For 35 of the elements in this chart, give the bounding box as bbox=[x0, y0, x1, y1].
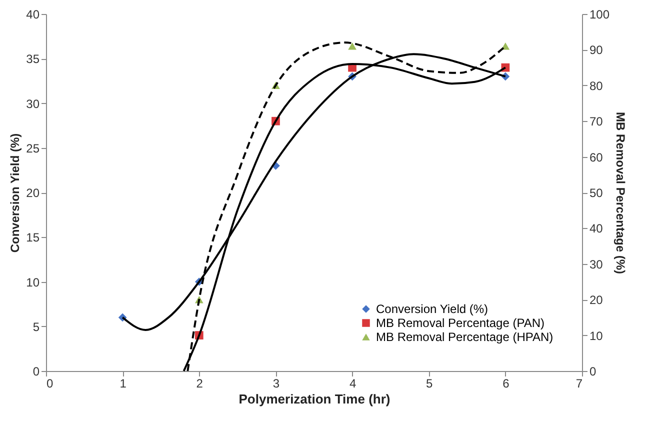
y-tick-label: 20 bbox=[26, 186, 40, 200]
x-tick-label: 5 bbox=[426, 376, 434, 390]
legend-label: MB Removal Percentage (PAN) bbox=[376, 316, 545, 330]
y2-tick-label: 0 bbox=[590, 364, 596, 378]
y-tick-label: 40 bbox=[26, 8, 40, 22]
y2-tick-label: 20 bbox=[590, 293, 604, 308]
y-axis-title: Conversion Yield (%) bbox=[8, 133, 22, 253]
y2-tick-label: 40 bbox=[590, 222, 604, 236]
x-tick-label: 1 bbox=[120, 376, 127, 390]
y2-tick-label: 50 bbox=[590, 186, 604, 200]
x-tick-label: 6 bbox=[502, 376, 510, 390]
y2-tick-label: 60 bbox=[590, 150, 604, 164]
y-tick-label: 10 bbox=[26, 275, 40, 290]
x-tick-label: 0 bbox=[46, 376, 54, 390]
y2-tick-label: 90 bbox=[590, 43, 604, 58]
x-tick-label: 7 bbox=[576, 376, 583, 390]
y-tick-label: 0 bbox=[32, 364, 40, 378]
legend-label: MB Removal Percentage (HPAN) bbox=[376, 330, 554, 344]
y-tick-label: 15 bbox=[26, 230, 40, 245]
y-tick-label: 30 bbox=[26, 96, 40, 111]
y2-tick-label: 70 bbox=[590, 114, 604, 129]
x-axis-title: Polymerization Time (hr) bbox=[238, 392, 390, 406]
point bbox=[348, 42, 356, 50]
y-tick-label: 35 bbox=[26, 52, 40, 66]
y2-axis-title: MB Removal Percentage (%) bbox=[614, 112, 628, 274]
x-tick-label: 2 bbox=[196, 376, 204, 390]
legend-label: Conversion Yield (%) bbox=[376, 302, 488, 316]
x-tick-label: 3 bbox=[272, 376, 280, 390]
y2-tick-label: 100 bbox=[590, 8, 610, 22]
y2-tick-label: 30 bbox=[590, 257, 604, 272]
x-tick-label: 4 bbox=[349, 376, 356, 390]
y2-tick-label: 10 bbox=[590, 328, 604, 343]
y-tick-label: 25 bbox=[26, 141, 40, 156]
y-tick-label: 5 bbox=[32, 320, 40, 334]
y2-tick-label: 80 bbox=[590, 78, 604, 93]
